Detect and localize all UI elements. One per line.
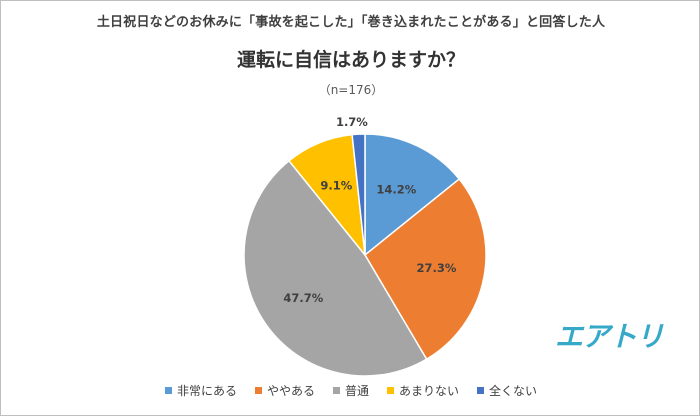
legend-item: 全くない	[477, 382, 537, 399]
legend-item: ややある	[254, 382, 315, 399]
legend: 非常にある ややある 普通 あまりない 全くない	[1, 382, 700, 399]
legend-swatch	[254, 387, 262, 394]
pie-slice-2	[364, 177, 487, 361]
slice-label-1: 14.2%	[376, 183, 416, 197]
legend-label: 全くない	[489, 384, 538, 398]
legend-swatch	[387, 387, 394, 394]
slice-label-4: 9.1%	[320, 179, 352, 193]
legend-swatch	[164, 387, 172, 394]
legend-label: ややある	[266, 384, 315, 398]
legend-swatch	[332, 387, 340, 394]
slice-label-2: 27.3%	[416, 261, 456, 275]
slice-label-5: 1.7%	[336, 115, 368, 129]
pie-slice-1	[364, 133, 461, 257]
slice-label-3: 47.7%	[283, 291, 323, 305]
pie-slice-5	[351, 133, 366, 256]
legend-item: 非常にある	[164, 382, 237, 399]
legend-swatch	[477, 387, 485, 394]
chart-subtitle: 土日祝日などのお休みに「事故を起こした」「巻き込まれたことがある」と回答した人	[96, 15, 606, 30]
legend-label: 非常にある	[176, 384, 237, 398]
airtrip-logo: エアトリ	[555, 320, 664, 353]
legend-item: 普通	[332, 382, 369, 399]
sample-size: （n=176）	[318, 83, 384, 97]
legend-label: 普通	[344, 384, 369, 398]
legend-label: あまりない	[399, 384, 460, 398]
legend-item: あまりない	[387, 382, 459, 399]
chart-title: 運転に自信はありますか？	[236, 49, 465, 71]
pie-slice-3	[243, 159, 428, 377]
